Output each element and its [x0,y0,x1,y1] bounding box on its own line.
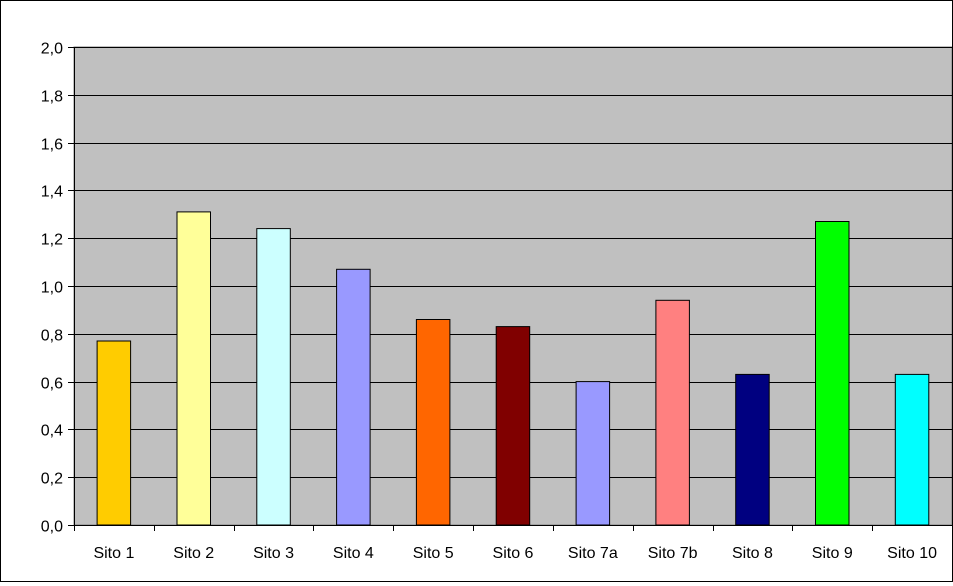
bar [176,211,211,526]
bar [655,299,690,526]
y-tick-label: 1,2 [41,232,63,249]
y-tick-label: 0,0 [41,519,63,536]
y-tick-label: 1,0 [41,280,63,297]
bar [495,326,531,526]
y-tick-label: 1,6 [41,137,63,154]
bar [735,373,770,526]
y-tick-label: 1,8 [41,89,63,106]
y-tick-label: 1,4 [41,184,63,201]
x-tick-label: Sito 3 [253,545,294,562]
bar [415,319,451,526]
y-tick-label: 0,6 [41,376,63,393]
bar [256,228,291,526]
x-tick-label: Sito 5 [413,545,454,562]
x-tick-label: Sito 2 [173,545,214,562]
bar [96,340,132,526]
y-tick-label: 0,2 [41,471,63,488]
x-axis: Sito 1 Sito 2 Sito 3 Sito 4 Sito 5 Sito 6 Sito… [74,525,953,562]
bar [815,221,850,526]
x-tick-label: Sito 9 [812,545,853,562]
bar [894,373,930,526]
y-tick-label: 0,8 [41,328,63,345]
x-tick-label: Sito 8 [732,545,773,562]
x-tick-label: Sito 1 [93,545,134,562]
y-tick-label: 2,0 [41,41,63,58]
x-tick-label: Sito 4 [333,545,374,562]
y-axis: 0,0 0,2 0,4 0,6 0,8 1,0 1,2 1,4 1,6 1,8 2,0 [41,41,75,536]
bar [336,268,371,526]
x-tick-label: Sito 6 [493,545,534,562]
bars [96,211,930,526]
bar [575,381,611,526]
y-tick-label: 0,4 [41,423,63,440]
x-tick-label: Sito 7a [568,545,618,562]
x-tick-label: Sito 7b [648,545,698,562]
x-tick-label: Sito 10 [887,545,937,562]
